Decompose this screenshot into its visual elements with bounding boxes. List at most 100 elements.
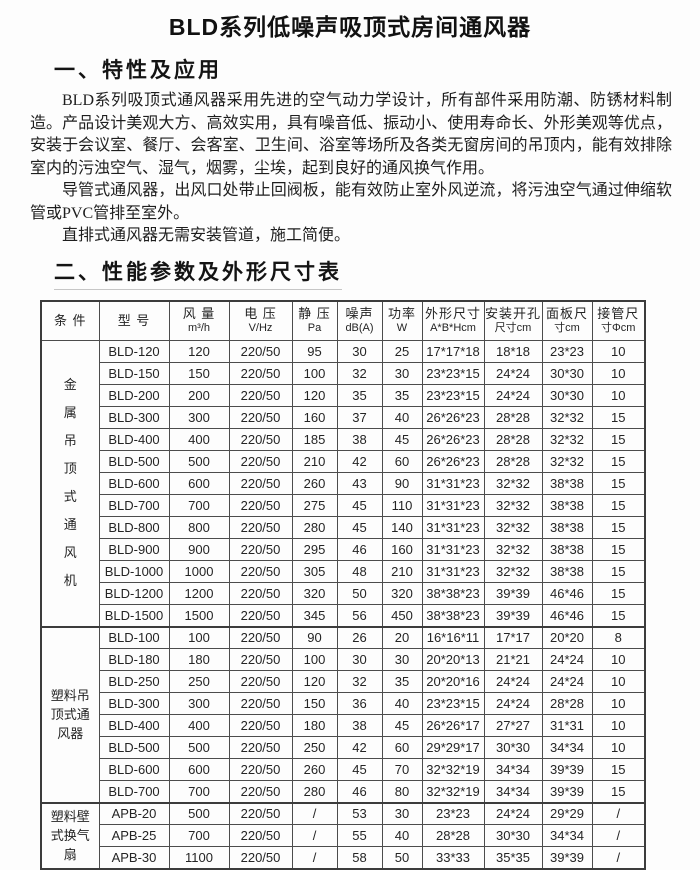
value-cell: 38 [336,714,383,737]
value-cell: 220/50 [228,560,293,583]
value-cell: 46 [336,538,383,561]
value-cell: 32*32 [541,428,593,451]
model-cell: BLD-600 [98,758,170,781]
value-cell: 1200 [168,582,230,605]
col-header-voltage: 电 压 V/Hz [228,300,293,341]
value-cell: 220/50 [228,582,293,605]
model-cell: BLD-1500 [98,604,170,627]
model-cell: BLD-500 [98,450,170,473]
value-cell: 220/50 [228,450,293,473]
value-cell: 40 [381,406,423,429]
model-cell: BLD-900 [98,538,170,561]
model-cell: BLD-400 [98,428,170,451]
value-cell: 220/50 [228,801,293,825]
value-cell: 40 [381,824,423,847]
value-cell: 10 [591,692,646,715]
value-cell: 30 [381,362,423,385]
value-cell: 600 [168,758,230,781]
value-cell: 500 [168,450,230,473]
value-cell: 32 [336,670,383,693]
value-cell: 120 [168,340,230,363]
value-cell: 280 [291,516,338,539]
model-cell: APB-20 [98,801,170,825]
table-row: BLD-900 900 220/50 295 46 160 31*31*23 32*32 38*… [41,538,646,561]
paragraph-direct: 直排式通风器无需安装管道，施工简便。 [62,227,351,244]
spec-table-body: 金 属 吊 顶 式 通 风 机 BLD-120 120 220/50 95 30 25 17*… [40,340,646,869]
value-cell: 30 [336,648,383,671]
value-cell: 220/50 [228,625,293,649]
value-cell: 700 [168,780,230,803]
value-cell: 30*30 [541,384,593,407]
value-cell: / [591,801,646,825]
value-cell: 32*32 [483,538,543,561]
value-cell: 305 [291,560,338,583]
value-cell: 600 [168,472,230,495]
value-cell: 38*38*23 [421,604,485,627]
value-cell: 17*17*18 [421,340,485,363]
value-cell: 10 [591,340,646,363]
value-cell: 8 [591,625,646,649]
value-cell: 50 [336,582,383,605]
table-row: 塑料壁 式换气 扇 APB-20 500 220/50/53 30 23*23 24*24 2… [40,801,646,869]
value-cell: 31*31*23 [421,494,485,517]
value-cell: 30 [336,340,383,363]
value-cell: 31*31*23 [421,472,485,495]
value-cell: 20*20*13 [421,648,485,671]
value-cell: / [591,846,646,869]
value-cell: 39*39 [483,604,543,627]
value-cell: 25 [381,340,423,363]
table-row: BLD-300 300 220/50 150 36 40 23*23*15 24*24 28*2… [41,692,646,715]
value-cell: 160 [291,406,338,429]
col-header-noise: 噪声 dB(A) [336,300,383,341]
value-cell: 345 [291,604,338,627]
model-cell: APB-25 [98,824,170,847]
value-cell: 160 [381,538,423,561]
model-cell: BLD-300 [98,406,170,429]
value-cell: 120 [291,670,338,693]
value-cell: 20*20 [541,625,593,649]
value-cell: 32*32 [483,516,543,539]
value-cell: 180 [291,714,338,737]
value-cell: 26*26*23 [421,406,485,429]
value-cell: 220/50 [228,780,293,803]
value-cell: 220/50 [228,340,293,363]
table-header-row: 条 件 型 号 风 量 m³/h 电 压 V/Hz 静 压 Pa [40,300,646,341]
value-cell: 29*29 [541,801,593,825]
value-cell: 38*38 [541,494,593,517]
value-cell: 30*30 [541,362,593,385]
value-cell: 38*38 [541,538,593,561]
value-cell: 35*35 [483,846,543,869]
value-cell: 60 [381,736,423,759]
value-cell: 27*27 [483,714,543,737]
model-cell: BLD-1200 [98,582,170,605]
value-cell: 31*31*23 [421,538,485,561]
col-header-panel: 面板尺 寸cm [541,300,593,341]
value-cell: 23*23 [421,801,485,825]
value-cell: 32*32*19 [421,780,485,803]
value-cell: / [291,846,338,869]
value-cell: 23*23 [541,340,593,363]
value-cell: 900 [168,538,230,561]
value-cell: / [291,824,338,847]
value-cell: 39*39 [541,758,593,781]
value-cell: 250 [168,670,230,693]
value-cell: 1100 [168,846,230,869]
model-cell: BLD-150 [98,362,170,385]
value-cell: 32*32 [483,494,543,517]
page-title: BLD系列低噪声吸顶式房间通风器 [168,14,532,40]
col-header-dimensions: 外形尺寸 A*B*Hcm [421,300,485,341]
value-cell: 220/50 [228,538,293,561]
value-cell: 55 [336,824,383,847]
table-row: BLD-250 250 220/50 120 32 35 20*20*16 24*24 24*2… [41,670,646,693]
value-cell: 220/50 [228,604,293,627]
value-cell: 48 [336,560,383,583]
value-cell: 28*28 [483,406,543,429]
value-cell: 39*39 [483,582,543,605]
value-cell: 36 [336,692,383,715]
value-cell: 320 [381,582,423,605]
value-cell: 35 [381,384,423,407]
model-cell: BLD-200 [98,384,170,407]
value-cell: 10 [591,384,646,407]
model-cell: BLD-500 [98,736,170,759]
